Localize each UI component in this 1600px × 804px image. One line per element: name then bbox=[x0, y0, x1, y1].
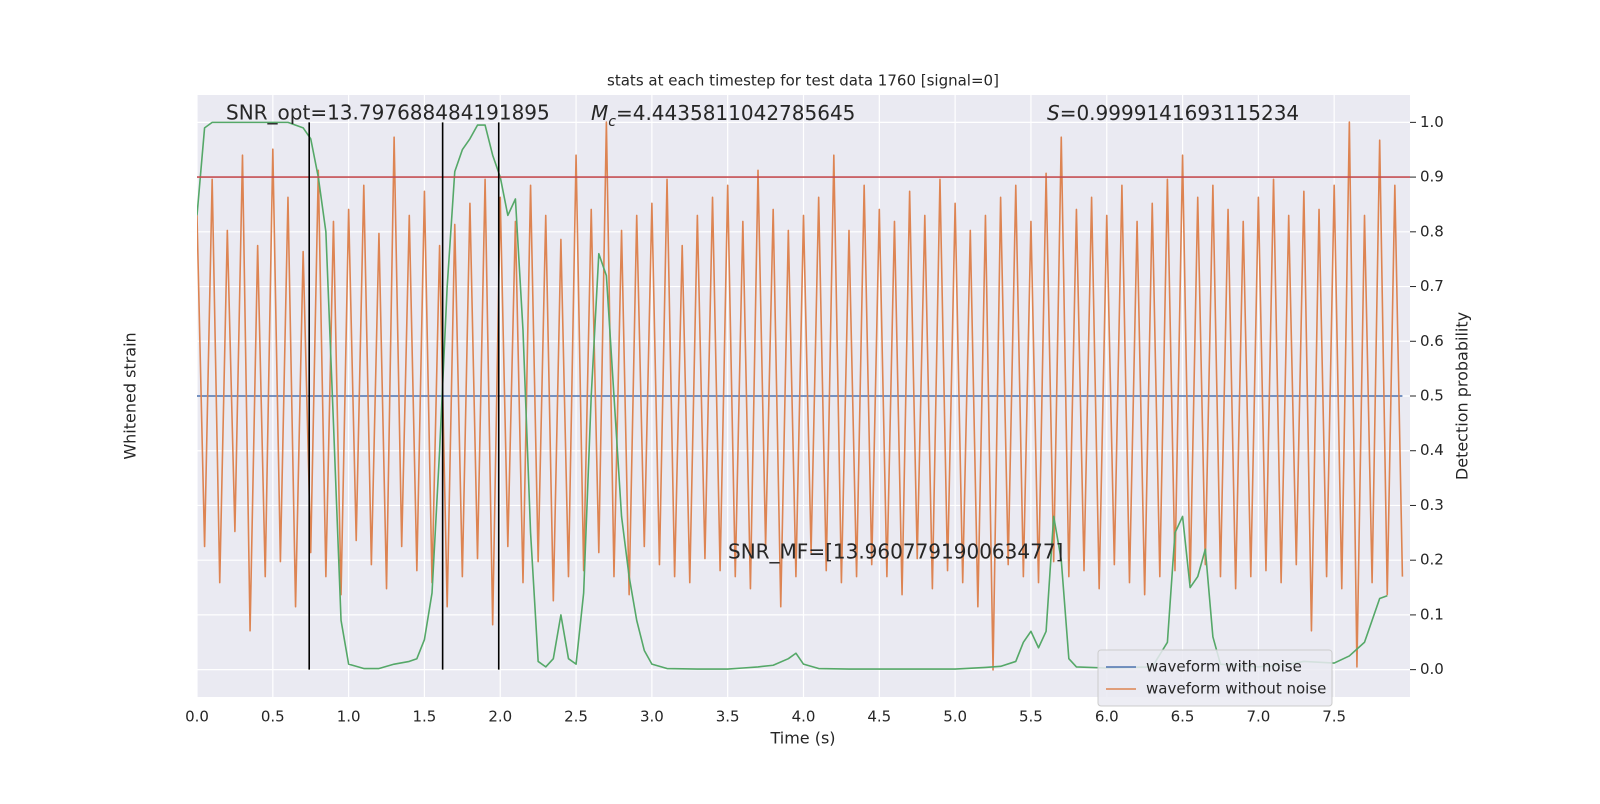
x-tick-label: 6.0 bbox=[1095, 708, 1119, 726]
annotation-symbol: M bbox=[591, 101, 608, 125]
x-tick-label: 5.0 bbox=[943, 708, 967, 726]
y2-tick-label: 0.4 bbox=[1420, 441, 1444, 459]
x-tick-label: 7.0 bbox=[1246, 708, 1270, 726]
y2-tick-label: 0.1 bbox=[1420, 605, 1444, 623]
annotation: S=0.9999141693115234 bbox=[1047, 101, 1299, 125]
y2-tick-label: 0.6 bbox=[1420, 332, 1444, 350]
y-axis-label: Whitened strain bbox=[121, 332, 140, 459]
y2-tick-label: 0.8 bbox=[1420, 222, 1444, 240]
annotation-text: =0.9999141693115234 bbox=[1060, 101, 1299, 125]
y2-tick-label: 0.3 bbox=[1420, 496, 1444, 514]
y2-tick-label: 0.9 bbox=[1420, 168, 1444, 186]
annotation-subscript: c bbox=[608, 114, 616, 130]
chart-title: stats at each timestep for test data 176… bbox=[607, 72, 999, 90]
y2-tick-label: 1.0 bbox=[1420, 113, 1444, 131]
x-tick-label: 1.0 bbox=[337, 708, 361, 726]
annotation: SNR_MF=[13.960779190063477] bbox=[728, 540, 1063, 564]
y2-axis-label: Detection probability bbox=[1453, 312, 1472, 480]
x-axis-label: Time (s) bbox=[769, 729, 835, 748]
annotation: Mc=4.4435811042785645 bbox=[591, 101, 855, 131]
y2-tick-label: 0.0 bbox=[1420, 660, 1444, 678]
annotation-symbol: S bbox=[1047, 101, 1060, 125]
x-tick-label: 3.5 bbox=[716, 708, 740, 726]
x-tick-label: 1.5 bbox=[413, 708, 437, 726]
legend-label: waveform with noise bbox=[1146, 658, 1302, 676]
x-tick-label: 0.5 bbox=[261, 708, 285, 726]
series-line bbox=[197, 121, 1404, 671]
annotation-text: =4.4435811042785645 bbox=[616, 101, 855, 125]
x-tick-label: 2.5 bbox=[564, 708, 588, 726]
series-line bbox=[197, 121, 1388, 670]
legend-box bbox=[1097, 649, 1333, 707]
x-tick-label: 0.0 bbox=[185, 708, 209, 726]
x-tick-label: 6.5 bbox=[1171, 708, 1195, 726]
x-tick-label: 3.0 bbox=[640, 708, 664, 726]
y2-tick-label: 0.2 bbox=[1420, 551, 1444, 569]
x-tick-label: 2.0 bbox=[488, 708, 512, 726]
x-tick-label: 4.5 bbox=[867, 708, 891, 726]
legend-label: waveform without noise bbox=[1146, 680, 1326, 698]
x-tick-label: 7.5 bbox=[1322, 708, 1346, 726]
y2-tick-label: 0.7 bbox=[1420, 277, 1444, 295]
annotation: SNR_opt=13.797688484191895 bbox=[226, 101, 550, 125]
y2-tick-label: 0.5 bbox=[1420, 387, 1444, 405]
x-tick-label: 4.0 bbox=[792, 708, 816, 726]
x-tick-label: 5.5 bbox=[1019, 708, 1043, 726]
